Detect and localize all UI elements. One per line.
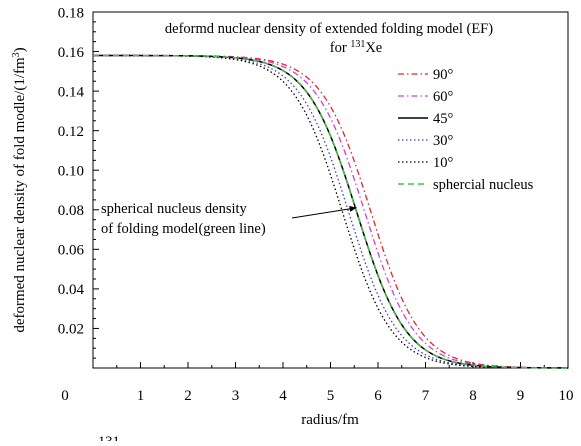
x-tick-label: 2 — [184, 388, 192, 404]
series-curves — [93, 54, 569, 369]
y-tick-label: 0.12 — [58, 124, 84, 140]
y-axis-title: deformed nuclear density of fold modle/(… — [11, 47, 29, 332]
annotation-line1: spherical nucleus density — [101, 201, 248, 217]
y-tick-label: 0.14 — [58, 85, 85, 101]
annotation-arrowhead — [349, 205, 357, 212]
axis-ticks — [92, 11, 569, 369]
x-tick-label: 7 — [422, 388, 430, 404]
y-tick-labels: 0.02 0.04 0.06 0.08 0.10 0.12 0.14 0.16 … — [58, 6, 85, 338]
y-tick-label: 0.04 — [58, 282, 85, 298]
annotation-arrow — [291, 207, 357, 219]
annotation-line2: of folding model(green line) — [101, 221, 266, 237]
x-tick-label: 5 — [327, 388, 335, 404]
x-tick-label: 0 — [61, 388, 69, 404]
legend-label-30: 30° — [433, 133, 454, 149]
legend-label-10: 10° — [433, 155, 454, 171]
legend-label-45: 45° — [433, 111, 454, 127]
x-tick-label: 10 — [559, 388, 574, 404]
x-tick-label: 6 — [374, 388, 382, 404]
y-tick-label: 0.16 — [58, 45, 85, 61]
y-tick-label: 0.18 — [58, 6, 84, 22]
x-tick-label: 8 — [469, 388, 477, 404]
caption-superscript: 131 — [98, 434, 120, 441]
legend-label-spherical: sphercial nucleus — [433, 177, 534, 193]
x-tick-labels: 0 1 2 3 4 5 6 7 8 9 10 — [61, 388, 573, 404]
legend-label-90: 90° — [433, 67, 454, 83]
series-line-5 — [93, 54, 568, 369]
series-line-3 — [93, 54, 569, 369]
legend: 90° 60° 45° 30° 10° sphercial nucleus — [398, 67, 534, 193]
x-tick-label: 1 — [137, 388, 145, 404]
x-tick-label: 9 — [517, 388, 525, 404]
legend-label-60: 60° — [433, 89, 454, 105]
chart-title-line2: for 131Xe — [330, 39, 382, 57]
y-tick-label: 0.08 — [58, 203, 84, 219]
y-tick-label: 0.06 — [58, 243, 85, 259]
x-tick-label: 3 — [232, 388, 240, 404]
y-tick-label: 0.02 — [58, 322, 84, 338]
x-axis-title: radius/fm — [301, 412, 359, 428]
chart-title-line1: deformd nuclear density of extended fold… — [165, 21, 493, 37]
x-tick-label: 4 — [279, 388, 287, 404]
y-tick-label: 0.10 — [58, 164, 84, 180]
